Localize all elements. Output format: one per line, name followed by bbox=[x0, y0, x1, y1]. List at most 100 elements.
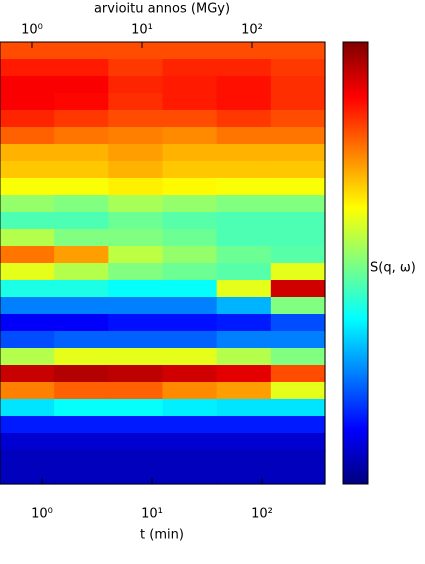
heatmap-cell bbox=[108, 229, 164, 247]
heatmap-cell bbox=[108, 382, 164, 400]
heatmap-cell bbox=[54, 348, 109, 366]
heatmap-cell bbox=[270, 416, 326, 434]
heatmap-cell bbox=[54, 127, 109, 145]
heatmap-cell bbox=[162, 93, 218, 111]
heatmap-cell bbox=[108, 348, 164, 366]
heatmap-cell bbox=[0, 178, 55, 196]
heatmap-cell bbox=[270, 144, 326, 162]
heatmap-cell bbox=[162, 416, 218, 434]
heatmap-cell bbox=[108, 178, 164, 196]
heatmap-cell bbox=[108, 42, 164, 60]
heatmap-cell bbox=[162, 127, 218, 145]
heatmap-cell bbox=[270, 212, 326, 230]
heatmap-cell bbox=[54, 144, 109, 162]
heatmap-cell bbox=[54, 433, 109, 451]
heatmap-cell bbox=[54, 399, 109, 417]
heatmap-cell bbox=[216, 195, 272, 213]
heatmap-cell bbox=[0, 263, 55, 281]
heatmap-cell bbox=[270, 348, 326, 366]
heatmap-cell bbox=[54, 59, 109, 77]
heatmap-cell bbox=[108, 263, 164, 281]
heatmap-cell bbox=[216, 144, 272, 162]
heatmap-cell bbox=[270, 263, 326, 281]
heatmap-cell bbox=[108, 161, 164, 179]
heatmap-cell bbox=[162, 42, 218, 60]
heatmap-cell bbox=[108, 59, 164, 77]
heatmap-cell bbox=[54, 416, 109, 434]
heatmap-cell bbox=[54, 161, 109, 179]
heatmap-cell bbox=[162, 161, 218, 179]
heatmap-cell bbox=[162, 467, 218, 485]
heatmap-cell bbox=[270, 127, 326, 145]
heatmap-cell bbox=[270, 76, 326, 94]
x-tick-label: 10⁰ bbox=[31, 507, 53, 522]
heatmap-cell bbox=[54, 76, 109, 94]
heatmap-cell bbox=[270, 433, 326, 451]
heatmap-cell bbox=[270, 297, 326, 315]
heatmap-cell bbox=[108, 416, 164, 434]
heatmap-cell bbox=[270, 229, 326, 247]
colorbar bbox=[342, 41, 369, 485]
heatmap-cell bbox=[270, 314, 326, 332]
heatmap-cell bbox=[270, 110, 326, 128]
heatmap-cell bbox=[270, 467, 326, 485]
heatmap-cell bbox=[0, 280, 55, 298]
heatmap-cell bbox=[0, 42, 55, 60]
heatmap-cell bbox=[162, 76, 218, 94]
heatmap-cell bbox=[108, 195, 164, 213]
heatmap-cell bbox=[162, 59, 218, 77]
heatmap-cell bbox=[108, 450, 164, 468]
heatmap-cell bbox=[54, 331, 109, 349]
heatmap-cell bbox=[0, 127, 55, 145]
heatmap-cell bbox=[108, 127, 164, 145]
top-tick-label: 10⁰ bbox=[21, 23, 43, 38]
heatmap-cell bbox=[162, 110, 218, 128]
heatmap-cell bbox=[54, 42, 109, 60]
heatmap-cell bbox=[162, 246, 218, 264]
heatmap-cell bbox=[54, 365, 109, 383]
heatmap-cell bbox=[216, 450, 272, 468]
heatmap-cell bbox=[54, 246, 109, 264]
heatmap-cell bbox=[54, 280, 109, 298]
heatmap-cell bbox=[162, 178, 218, 196]
heatmap-cell bbox=[108, 399, 164, 417]
heatmap-cell bbox=[162, 297, 218, 315]
heatmap-cell bbox=[0, 365, 55, 383]
heatmap-cell bbox=[162, 314, 218, 332]
top-tick-label: 10² bbox=[241, 23, 263, 38]
heatmap-cell bbox=[216, 348, 272, 366]
heatmap-cell bbox=[0, 195, 55, 213]
heatmap-cell bbox=[54, 263, 109, 281]
top-axis-label: arvioitu annos (MGy) bbox=[94, 2, 230, 17]
heatmap-cell bbox=[162, 365, 218, 383]
heatmap-cell bbox=[270, 93, 326, 111]
heatmap-cell bbox=[0, 331, 55, 349]
heatmap-cell bbox=[0, 161, 55, 179]
heatmap-cell bbox=[54, 93, 109, 111]
heatmap-cell bbox=[108, 467, 164, 485]
heatmap-cell bbox=[108, 246, 164, 264]
heatmap-cell bbox=[216, 433, 272, 451]
heatmap-cell bbox=[216, 416, 272, 434]
x-tick-label: 10¹ bbox=[141, 507, 163, 522]
heatmap-cell bbox=[162, 348, 218, 366]
heatmap-cell bbox=[216, 42, 272, 60]
heatmap-cell bbox=[0, 229, 55, 247]
heatmap-cell bbox=[216, 59, 272, 77]
heatmap-cell bbox=[54, 212, 109, 230]
heatmap-cell bbox=[162, 212, 218, 230]
heatmap-cell bbox=[162, 280, 218, 298]
heatmap-cell bbox=[108, 93, 164, 111]
heatmap-cell bbox=[54, 450, 109, 468]
heatmap-cell bbox=[0, 93, 55, 111]
heatmap-cell bbox=[162, 229, 218, 247]
heatmap-cell bbox=[108, 110, 164, 128]
heatmap-cell bbox=[54, 110, 109, 128]
heatmap-cell bbox=[270, 280, 326, 298]
heatmap-cell bbox=[54, 314, 109, 332]
heatmap-cell bbox=[162, 144, 218, 162]
heatmap-cell bbox=[108, 297, 164, 315]
heatmap-cell bbox=[0, 314, 55, 332]
heatmap-cell bbox=[216, 314, 272, 332]
heatmap-cell bbox=[108, 144, 164, 162]
